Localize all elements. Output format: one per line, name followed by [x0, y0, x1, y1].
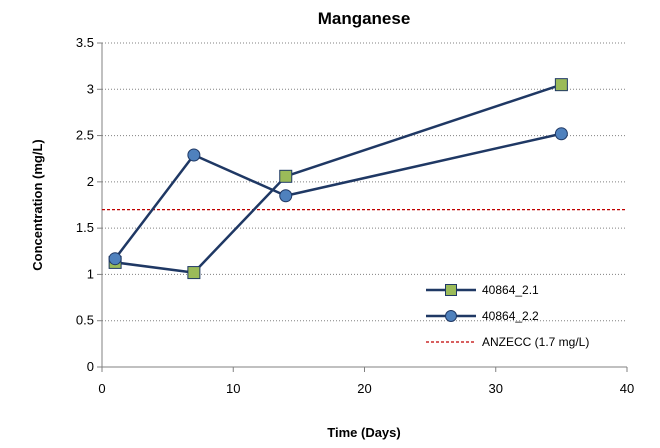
- y-tick-label: 2: [87, 174, 94, 189]
- x-tick-label: 10: [226, 381, 240, 396]
- x-tick-label: 30: [489, 381, 503, 396]
- y-tick-label: 0.5: [76, 313, 94, 328]
- y-axis-label: Concentration (mg/L): [30, 139, 45, 270]
- data-point-circle: [187, 148, 201, 162]
- data-point-square: [554, 78, 568, 92]
- series-line-40864_2.1: [114, 83, 562, 274]
- series-layer: [108, 78, 568, 280]
- legend: 40864_2.1 40864_2.2 ANZECC (1.7 mg/L): [426, 283, 589, 349]
- y-tick-label: 3: [87, 81, 94, 96]
- y-tick-label: 0: [87, 359, 94, 374]
- data-point-circle: [554, 127, 568, 141]
- data-point-circle: [108, 252, 122, 266]
- x-tick-label: 40: [620, 381, 634, 396]
- grid-layer: [102, 42, 627, 322]
- y-tick-label: 2.5: [76, 128, 94, 143]
- data-point-circle: [279, 189, 293, 203]
- series-line-40864_2.2: [114, 132, 562, 260]
- legend-label: 40864_2.1: [482, 283, 539, 297]
- axis-layer: 0 0.5 1 1.5 2 2.5 3 3.5 0 10 20 30 40: [76, 35, 634, 396]
- legend-marker-circle: [445, 310, 457, 322]
- y-tick-label: 1: [87, 266, 94, 281]
- x-axis-label: Time (Days): [327, 425, 400, 440]
- y-tick-label: 1.5: [76, 220, 94, 235]
- x-tick-label: 0: [98, 381, 105, 396]
- legend-label: ANZECC (1.7 mg/L): [482, 335, 589, 349]
- legend-marker-square: [445, 284, 457, 296]
- chart-title: Manganese: [318, 9, 411, 28]
- data-point-square: [279, 169, 293, 183]
- y-tick-label: 3.5: [76, 35, 94, 50]
- x-tick-label: 20: [357, 381, 371, 396]
- legend-label: 40864_2.2: [482, 309, 539, 323]
- data-point-square: [187, 266, 201, 280]
